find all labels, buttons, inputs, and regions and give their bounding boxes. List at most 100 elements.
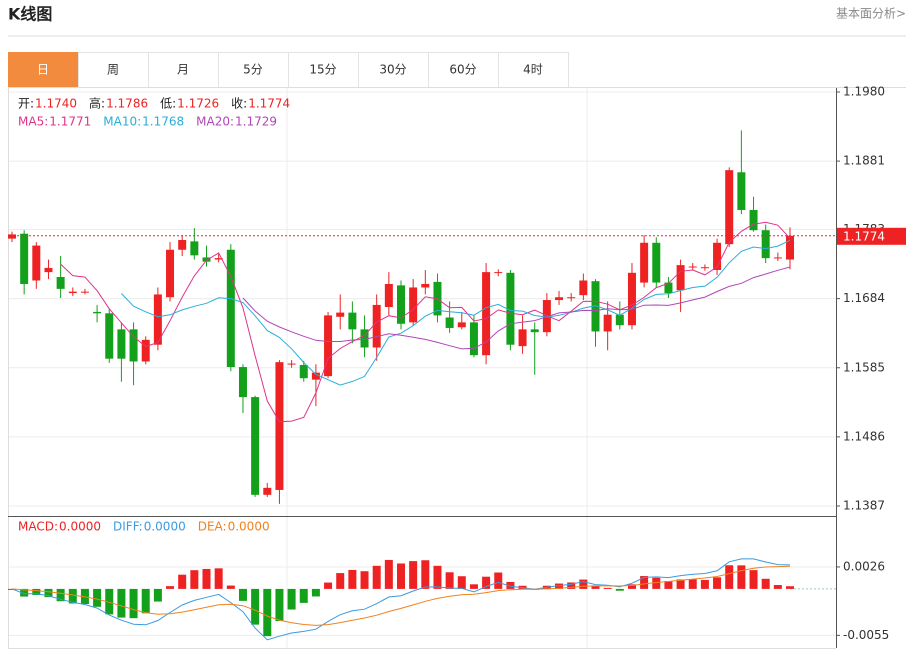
candle-body [214,258,223,260]
candle-body [749,209,758,231]
candle-body [421,283,430,288]
macd-legend-value: 0.0000 [59,520,101,534]
macd-tick-label: -0.0055 [843,628,889,642]
macd-tick-label: 0.0026 [843,559,885,573]
macd-bar [676,579,685,589]
candle-body [68,291,77,294]
candle-body [713,242,722,271]
candle-body [80,291,89,293]
macd-bar [713,577,722,589]
macd-bar [32,588,41,596]
macd-bar [664,581,673,589]
candle-body [251,397,260,495]
macd-legend-value: 0.0000 [228,520,270,534]
tab-label[interactable]: 5分 [243,63,263,77]
candle-body [579,280,588,296]
candle-body [336,312,345,317]
macd-bar [324,582,333,589]
macd-bar [68,588,77,604]
macd-bar [652,577,661,589]
macd-bar [773,585,782,589]
candle-body [202,257,211,262]
candle-body [482,272,491,356]
ma-legend-value: 1.1771 [49,115,91,129]
macd-bar [567,582,576,589]
macd-bar [153,588,162,602]
tab-label[interactable]: 30分 [379,63,406,77]
candle-body [555,297,564,301]
candle-body [226,249,235,368]
macd-bar [384,559,393,589]
candle-body [700,267,709,269]
macd-bar [117,588,126,618]
candle-body [457,322,466,328]
y-tick-label: 1.1486 [843,429,885,443]
fundamental-link[interactable]: 基本面分析> [836,7,906,21]
macd-legend-value: 0.0000 [144,520,186,534]
macd-bar [421,560,430,589]
macd-bar [433,565,442,589]
macd-bar [749,570,758,589]
macd-bar [786,586,794,589]
macd-bar [263,588,272,637]
tab-label[interactable]: 月 [177,63,189,77]
macd-bar [555,583,564,589]
tab-label[interactable]: 周 [107,63,119,77]
candle-body [117,329,126,359]
ma-legend-value: 1.1768 [142,115,184,129]
candle-body [469,322,478,356]
tab-label[interactable]: 60分 [449,63,476,77]
candle-body [263,487,272,495]
candle-body [676,265,685,291]
tab[interactable] [78,52,149,88]
macd-legend-label: DEA: [198,520,227,534]
macd-bar [336,573,345,589]
macd-bar [251,588,260,625]
ma-legend-label: MA10: [103,115,141,129]
candle-body [591,281,600,332]
candle-body [44,267,53,273]
macd-bar [737,565,746,589]
candle-body [141,339,150,362]
macd-bar [457,576,466,589]
ma-legend-value: 1.1729 [235,115,277,129]
ma-legend-label: MA20: [196,115,234,129]
candle-body [567,297,576,299]
candle-body [105,313,114,359]
candle-body [275,362,284,490]
ohlc-label: 开: [18,97,34,111]
candle-body [688,266,697,268]
macd-legend-label: MACD: [18,520,58,534]
candle-body [506,272,515,345]
candle-body [615,314,624,326]
macd-line [11,565,791,626]
candle-body [627,272,636,326]
macd-bar [141,588,150,614]
candle-body [360,329,369,348]
macd-bar [166,586,175,589]
page-title: K线图 [8,5,52,24]
tab[interactable] [498,52,569,88]
macd-bar [93,588,102,607]
macd-bar [700,579,709,589]
candle-body [93,311,102,314]
tab[interactable] [358,52,429,88]
tab-label[interactable]: 日 [37,63,49,77]
macd-bar [445,572,454,589]
last-price-label: 1.1774 [843,229,885,243]
macd-bar [275,588,284,622]
macd-bar [287,588,296,610]
candle-body [397,285,405,324]
macd-bar [761,578,770,589]
macd-bar [44,588,53,598]
tab-label[interactable]: 4时 [523,63,543,77]
candle-body [640,242,649,283]
candle-body [409,287,418,323]
y-tick-label: 1.1585 [843,360,885,374]
macd-bar [360,571,369,589]
macd-bar [725,565,734,589]
macd-bar [238,588,247,601]
macd-bar [469,584,478,589]
tab-label[interactable]: 15分 [309,63,336,77]
